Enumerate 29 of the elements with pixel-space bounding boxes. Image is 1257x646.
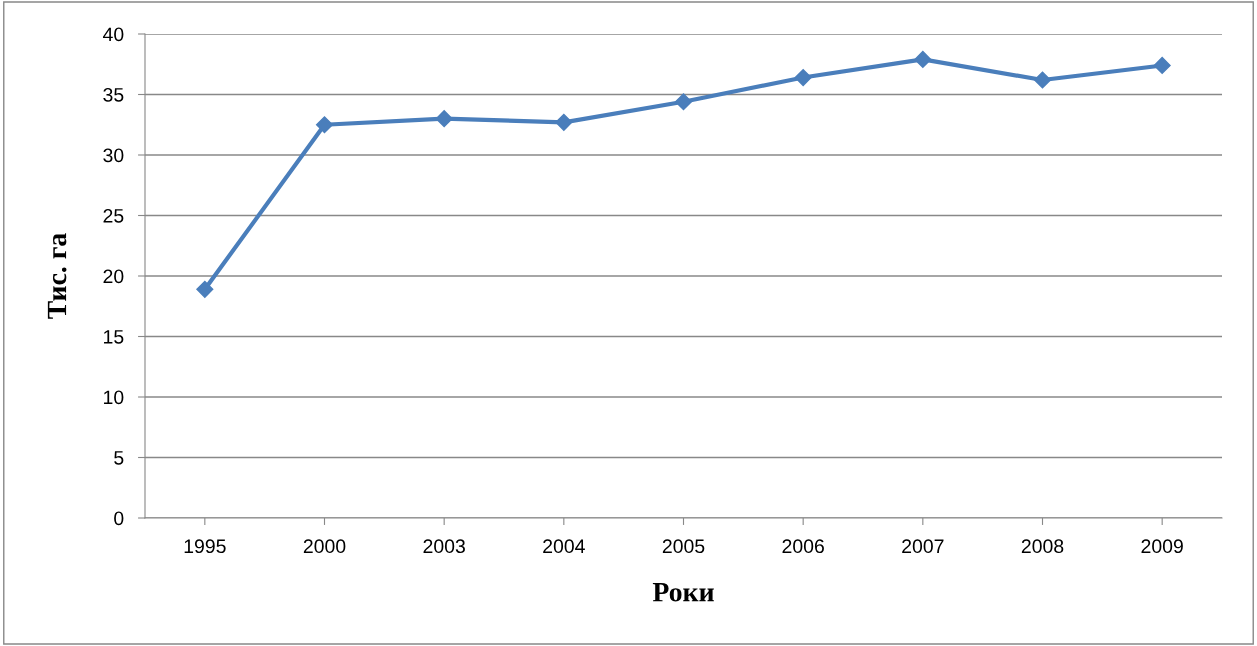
point	[315, 116, 334, 134]
y-tick-label: 40	[102, 27, 124, 42]
x-tick-label: 2004	[543, 539, 585, 554]
x-tick-label: 2007	[902, 539, 944, 554]
x-tick-label: 2009	[1141, 539, 1183, 554]
y-tick-label: 20	[103, 269, 124, 284]
point	[674, 93, 693, 111]
x-tick-label: 2000	[303, 539, 346, 554]
y-tick-label: 25	[103, 208, 124, 223]
x-tick-label: 2006	[782, 539, 824, 554]
x-tick-label: 2005	[662, 539, 705, 554]
point	[435, 110, 453, 128]
y-tick-label: 0	[114, 511, 124, 526]
x-axis-title: Роки	[652, 583, 714, 602]
point	[914, 50, 932, 68]
y-tick-label: 15	[104, 330, 124, 344]
y-tick-label: 35	[103, 87, 124, 102]
y-tick-label: 30	[103, 148, 124, 163]
point	[794, 69, 812, 87]
point	[196, 280, 214, 298]
y-tick-label: 5	[114, 451, 124, 465]
y-tick-label: 10	[104, 390, 124, 405]
x-tick-label: 2008	[1021, 539, 1064, 554]
x-tick-label: 1995	[184, 539, 226, 554]
x-tick-label: 2003	[423, 539, 465, 554]
y-axis-title: Тис. га	[47, 233, 67, 319]
point	[555, 113, 573, 131]
point	[1033, 71, 1052, 89]
point	[1153, 56, 1171, 75]
